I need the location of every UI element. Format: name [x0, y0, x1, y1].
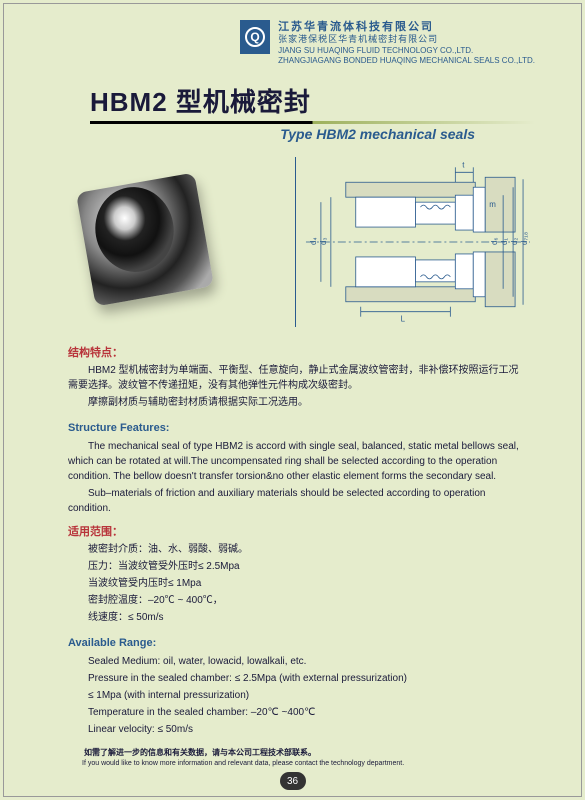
structure-p2-en: Sub–materials of friction and auxiliary …	[68, 486, 525, 516]
diagram-label-d3: d₆	[490, 237, 499, 245]
range-cn-l5: 线速度：≤ 50m/s	[68, 610, 525, 625]
range-title-cn: 适用范围：	[68, 524, 525, 541]
diagram-label-d2: d₂	[510, 237, 519, 245]
title-underline	[90, 121, 535, 124]
range-en-l2: Pressure in the sealed chamber: ≤ 2.5Mpa…	[68, 671, 525, 686]
header: Q 江苏华青流体科技有限公司 张家港保税区华青机械密封有限公司 JIANG SU…	[0, 0, 585, 67]
structure-p1-en: The mechanical seal of type HBM2 is acco…	[68, 439, 525, 484]
company-name-en1: JIANG SU HUAQING FLUID TECHNOLOGY CO.,LT…	[278, 46, 535, 56]
company-logo: Q	[240, 20, 270, 54]
title-block: HBM2 型机械密封 Type HBM2 mechanical seals	[90, 82, 535, 142]
range-cn-l2: 压力：当波纹管受外压时≤ 2.5Mpa	[68, 559, 525, 574]
structure-p2-cn: 摩擦副材质与辅助密封材质请根据实际工况选用。	[68, 395, 525, 410]
range-en-l3: ≤ 1Mpa (with internal pressurization)	[68, 688, 525, 703]
structure-p1-cn: HBM2 型机械密封为单端面、平衡型、任意旋向，静止式金属波纹管密封，非补偿环按…	[68, 363, 525, 393]
diagram-label-d718: d₇₁₈	[520, 232, 529, 245]
range-en-l4: Temperature in the sealed chamber: –20℃ …	[68, 705, 525, 720]
page-title-cn: HBM2 型机械密封	[90, 82, 535, 119]
diagram-label-d4: d₃	[319, 237, 328, 245]
diagram-label-L: L	[401, 314, 406, 323]
range-title-en: Available Range:	[68, 635, 525, 652]
footer-note-en: If you would like to know more informati…	[68, 759, 525, 770]
figure-row: t L d₃ d₄ d₇₁₈ d₂ d₁ d₆ m	[0, 142, 585, 337]
content: 结构特点： HBM2 型机械密封为单端面、平衡型、任意旋向，静止式金属波纹管密封…	[0, 345, 585, 770]
technical-diagram: t L d₃ d₄ d₇₁₈ d₂ d₁ d₆ m	[295, 157, 535, 327]
structure-title-en: Structure Features:	[68, 420, 525, 437]
product-photo	[70, 172, 220, 312]
company-name-en2: ZHANGJIAGANG BONDED HUAQING MECHANICAL S…	[278, 56, 535, 66]
structure-title-cn: 结构特点：	[68, 345, 525, 362]
diagram-label-t: t	[462, 160, 465, 169]
diagram-svg: t L d₃ d₄ d₇₁₈ d₂ d₁ d₆ m	[296, 157, 535, 327]
range-en-l1: Sealed Medium: oil, water, lowacid, lowa…	[68, 654, 525, 669]
page-number: 36	[280, 772, 306, 790]
logo-letter: Q	[245, 27, 265, 47]
range-cn-l1: 被密封介质：油、水、弱酸、弱碱。	[68, 542, 525, 557]
page-title-en: Type HBM2 mechanical seals	[90, 126, 535, 142]
range-cn-l3: 当波纹管受内压时≤ 1Mpa	[68, 576, 525, 591]
company-name-cn2: 张家港保税区华青机械密封有限公司	[278, 34, 535, 46]
range-en-l5: Linear velocity: ≤ 50m/s	[68, 722, 525, 737]
company-text-block: 江苏华青流体科技有限公司 张家港保税区华青机械密封有限公司 JIANG SU H…	[278, 20, 535, 67]
diagram-label-d5: d₄	[309, 237, 318, 245]
footer-note-cn: 如需了解进一步的信息和有关数据，请与本公司工程技术部联系。	[68, 747, 525, 759]
company-name-cn1: 江苏华青流体科技有限公司	[278, 20, 535, 34]
diagram-label-m: m	[489, 200, 496, 209]
range-cn-l4: 密封腔温度：–20℃ ~ 400℃，	[68, 593, 525, 608]
diagram-label-d1: d₁	[500, 237, 509, 244]
